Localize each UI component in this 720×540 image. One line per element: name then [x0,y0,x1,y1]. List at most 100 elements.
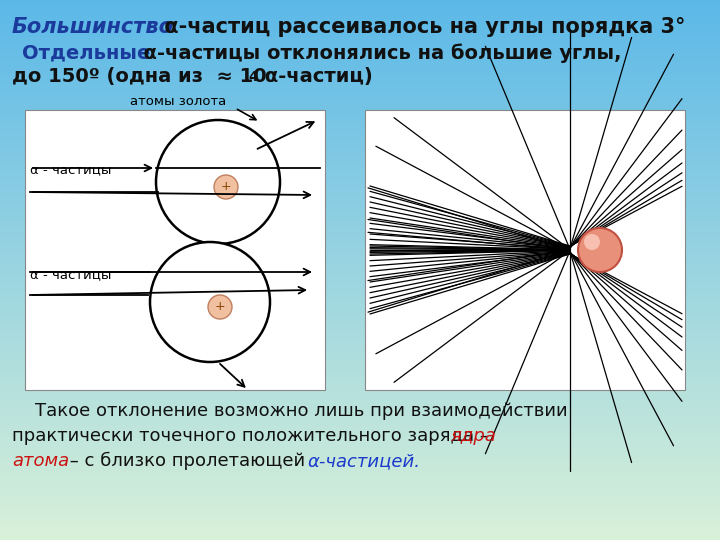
Bar [0,386,720,389]
Bar [0,438,720,441]
Bar [0,260,720,263]
Bar [0,19,720,22]
Bar [0,240,720,243]
Bar [0,122,720,124]
Bar [0,35,720,38]
Bar [0,76,720,79]
Bar [0,100,720,103]
Bar [0,82,720,85]
Bar [0,249,720,252]
Bar [0,381,720,383]
Bar [0,411,720,414]
Bar [0,85,720,88]
Bar [0,6,720,9]
Bar [0,242,720,245]
Bar [0,350,720,353]
Bar [0,273,720,275]
Bar [365,110,685,390]
Bar [0,49,720,52]
Bar [0,294,720,297]
Bar [0,355,720,358]
Bar [0,146,720,150]
Bar [0,535,720,538]
Bar [0,443,720,447]
Bar [0,195,720,198]
Bar [0,276,720,279]
Bar [0,170,720,173]
Bar [0,442,720,444]
Bar [0,335,720,339]
Bar [0,33,720,36]
Bar [0,107,720,110]
Bar [0,404,720,407]
Bar [0,65,720,69]
Bar [0,192,720,194]
Bar [0,186,720,189]
Bar [0,211,720,214]
Bar [0,456,720,459]
Bar [0,136,720,139]
Bar [0,357,720,360]
Text: Такое отклонение возможно лишь при взаимодействии: Такое отклонение возможно лишь при взаим… [12,402,567,420]
Bar [0,31,720,34]
Bar [0,523,720,525]
Bar [0,103,720,106]
Bar [0,226,720,228]
Bar [0,530,720,533]
Bar [0,53,720,56]
Text: α-частицей.: α-частицей. [307,452,420,470]
Text: – с близко пролетающей: – с близко пролетающей [64,452,311,470]
Text: до 150º (одна из  ≈ 10: до 150º (одна из ≈ 10 [12,67,266,86]
Bar [0,524,720,528]
Bar [0,532,720,535]
Circle shape [584,234,600,250]
Bar [0,408,720,410]
Bar [0,319,720,322]
Bar [0,119,720,123]
Bar [0,280,720,282]
Bar [0,199,720,201]
Bar [0,528,720,531]
Bar [0,8,720,11]
Bar [0,406,720,409]
Bar [0,84,720,86]
Bar [0,37,720,39]
Bar [0,183,720,185]
Bar [0,354,720,356]
Bar [0,188,720,191]
Bar [0,148,720,151]
Bar [0,451,720,454]
Bar [0,382,720,385]
Bar [0,227,720,231]
Bar [0,420,720,423]
Bar [0,458,720,461]
Bar [0,206,720,209]
Bar [0,220,720,223]
Bar [0,258,720,261]
Bar [0,215,720,218]
Text: ядра: ядра [451,427,497,445]
Bar [0,287,720,290]
Bar [0,231,720,234]
Bar [25,110,325,390]
Bar [0,15,720,18]
Bar [0,62,720,65]
Bar [0,116,720,119]
Bar [0,253,720,255]
Bar [0,307,720,309]
Bar [0,298,720,301]
Bar [0,472,720,475]
Bar [0,436,720,439]
Bar [0,330,720,333]
Bar [0,237,720,239]
Bar [0,40,720,43]
Bar [0,230,720,232]
Bar [0,125,720,128]
Bar [0,4,720,7]
Bar [0,305,720,308]
Bar [0,422,720,425]
Bar [0,300,720,302]
Bar [0,431,720,434]
Bar [0,467,720,470]
Bar [0,480,720,482]
